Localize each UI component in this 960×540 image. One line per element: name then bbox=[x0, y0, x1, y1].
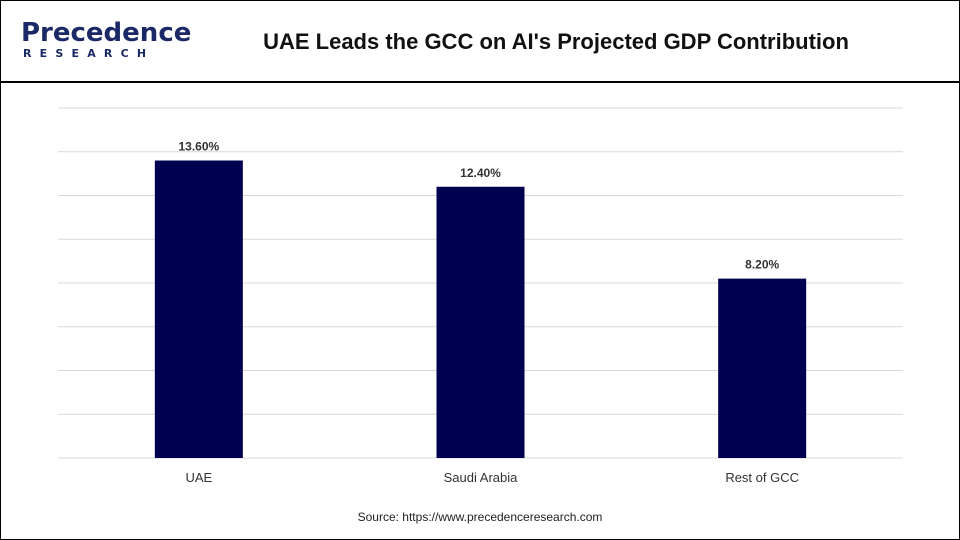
bar-saudi-arabia bbox=[436, 186, 525, 458]
x-tick-label: Saudi Arabia bbox=[444, 470, 518, 485]
x-axis-tick-labels: UAE Saudi Arabia Rest of GCC bbox=[185, 470, 799, 485]
data-labels: 13.60% 12.40% 8.20% bbox=[178, 140, 779, 272]
x-tick-label: UAE bbox=[185, 470, 212, 485]
chart-title: UAE Leads the GCC on AI's Projected GDP … bbox=[263, 29, 849, 54]
bar-uae bbox=[154, 160, 243, 458]
bar-rest-of-gcc bbox=[718, 278, 807, 458]
data-label: 8.20% bbox=[745, 258, 779, 272]
source-note: Source: https://www.precedenceresearch.c… bbox=[357, 510, 603, 524]
header: Precedence RESEARCH UAE Leads the GCC on… bbox=[1, 1, 959, 83]
logo: Precedence RESEARCH bbox=[21, 19, 191, 65]
data-label: 12.40% bbox=[460, 166, 501, 180]
data-label: 13.60% bbox=[178, 140, 219, 154]
bars bbox=[154, 160, 807, 458]
logo-wordmark: Precedence bbox=[21, 18, 192, 48]
logo-subtext: RESEARCH bbox=[23, 47, 155, 60]
x-tick-label: Rest of GCC bbox=[725, 470, 799, 485]
